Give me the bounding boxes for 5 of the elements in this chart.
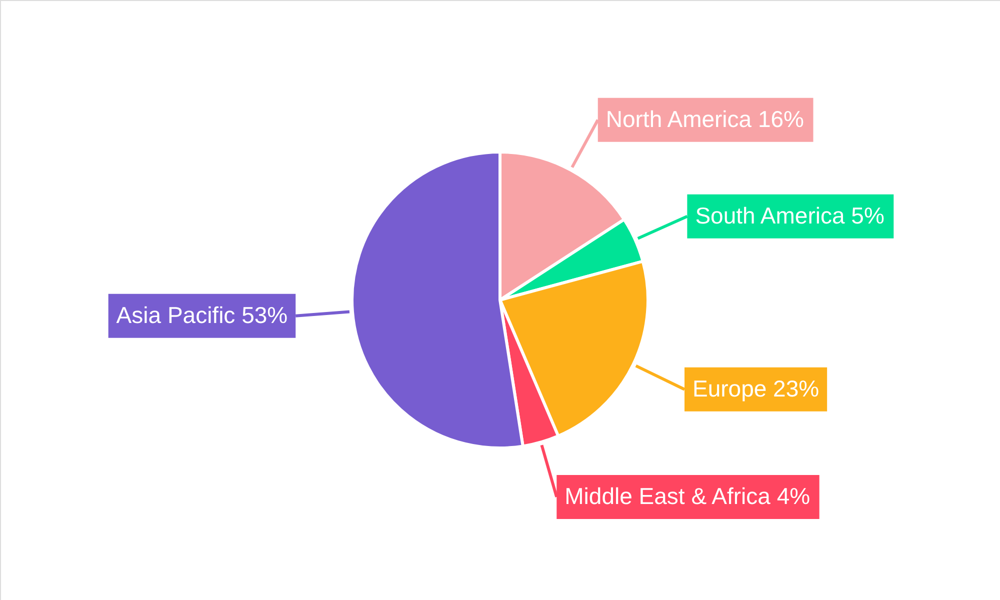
slice-label: Middle East & Africa 4%	[564, 483, 810, 510]
slice-label: North America 16%	[606, 106, 804, 132]
slice-label: Europe 23%	[692, 375, 820, 402]
slice-label: Asia Pacific 53%	[116, 302, 288, 328]
slice-label: South America 5%	[695, 202, 884, 228]
